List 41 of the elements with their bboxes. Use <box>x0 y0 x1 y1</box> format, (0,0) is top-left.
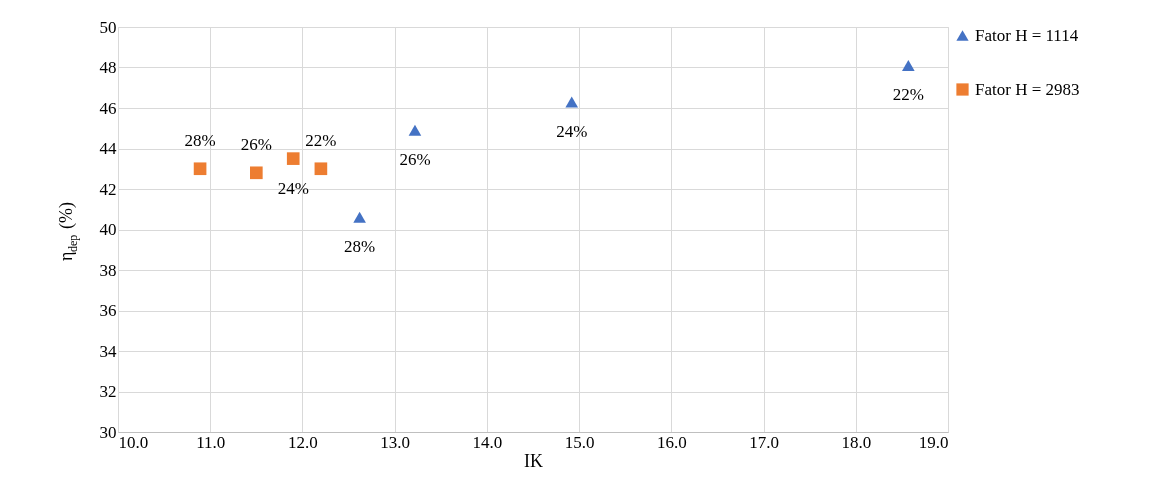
annotation: 28% <box>184 130 216 150</box>
y-tick-label: 46 <box>99 98 117 118</box>
y-tick-label: 40 <box>99 220 117 239</box>
x-tick-label: 11.0 <box>196 432 226 452</box>
x-tick-label: 13.0 <box>380 432 411 452</box>
x-tick-label: 16.0 <box>656 432 687 452</box>
y-tick-label: 32 <box>99 382 117 401</box>
x-tick-label: 19.0 <box>918 432 949 452</box>
point <box>250 166 263 180</box>
x-tick-label: 10.0 <box>118 432 149 452</box>
y-tick-label: 30 <box>99 422 117 442</box>
y-axis-title: ηdep (%) <box>56 202 80 261</box>
y-tick-label: 50 <box>99 17 117 37</box>
point <box>565 96 579 108</box>
x-tick-label: 14.0 <box>472 432 503 452</box>
x-axis-title: IK <box>524 450 543 471</box>
point <box>314 162 328 176</box>
annotation: 24% <box>277 178 309 198</box>
y-tick-label: 38 <box>99 260 117 280</box>
point <box>408 124 422 136</box>
annotation: 24% <box>556 121 588 141</box>
x-tick-label: 15.0 <box>564 432 595 452</box>
legend-label: Fator H = 2983 <box>975 79 1080 99</box>
y-tick-label: 36 <box>99 301 117 320</box>
annotation: 22% <box>892 85 924 105</box>
annotation: 22% <box>305 130 337 150</box>
point <box>193 162 207 176</box>
point <box>353 211 366 223</box>
x-tick-label: 18.0 <box>841 432 872 452</box>
annotation: 26% <box>399 150 431 170</box>
y-tick-label: 34 <box>99 341 117 361</box>
y-tick-label: 44 <box>99 139 117 158</box>
x-tick-label: 17.0 <box>749 432 779 452</box>
point <box>286 152 300 165</box>
point <box>902 60 915 71</box>
legend-label: Fator H = 1114 <box>975 25 1079 45</box>
x-tick-label: 12.0 <box>288 432 318 452</box>
annotation: 26% <box>240 134 272 154</box>
y-tick-label: 48 <box>99 58 117 77</box>
y-tick-label: 42 <box>99 179 117 199</box>
annotation: 28% <box>344 237 376 257</box>
